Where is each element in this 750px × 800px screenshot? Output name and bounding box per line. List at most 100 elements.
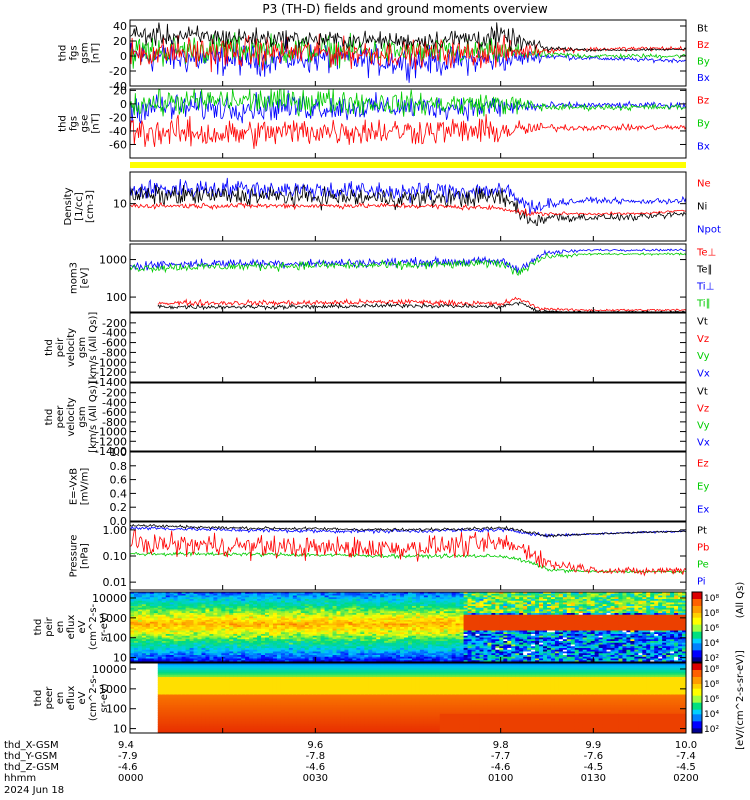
spectrogram-cell [237,658,242,661]
spectrogram-cell [141,641,147,644]
spectrogram-cell [543,644,548,647]
spectrogram-cell [582,607,588,610]
spectrogram-cell [443,630,449,633]
spectrogram-cell [276,656,282,659]
spectrogram-cell [288,651,294,654]
spectrogram-cell [149,634,155,637]
spectrogram-cell [523,660,528,663]
spectrogram-cell [245,627,250,630]
spectrogram-cell [443,625,449,628]
spectrogram-cell [360,621,365,624]
spectrogram-cell [547,606,552,609]
spectrogram-cell [443,621,449,624]
spectrogram-cell [328,602,334,605]
spectrogram-cell [467,656,473,659]
spectrogram-cell [523,648,528,651]
spectrogram-cell [535,658,540,661]
spectrogram-cell [189,641,195,644]
spectrogram-cell [455,646,461,649]
spectrogram-cell [423,627,429,630]
spectrogram-cell [495,646,500,649]
spectrogram-cell [352,614,357,617]
spectrogram-cell [479,607,484,610]
spectrogram-cell [507,656,512,659]
spectrogram-cell [388,649,393,652]
spectrogram-cell [590,614,596,617]
spectrogram-cell [237,597,242,600]
spectrogram-cell [165,627,171,630]
spectrogram-cell [177,597,183,600]
spectrogram-cell [312,649,318,652]
spectrogram-cell [554,648,560,651]
spectrogram-cell [574,660,580,663]
spectrogram-cell [479,595,484,598]
spectrogram-cell [245,597,250,600]
y-label-line: [mV/m] [80,468,91,506]
spectrogram-cell [276,611,282,614]
spectrogram-cell [411,642,417,645]
spectrogram-cell [455,637,461,640]
spectrogram-cell [507,620,512,623]
spectrogram-cell [348,609,353,612]
spectrogram-cell [594,653,600,656]
spectrogram-cell [372,653,377,656]
spectrogram-cell [340,623,345,626]
spectrogram-cell [523,597,528,600]
spectrogram-cell [392,637,397,640]
spectrogram-cell [249,627,254,630]
spectrogram-cell [372,658,377,661]
spectrogram-cell [368,621,373,624]
spectrogram-cell [435,635,441,638]
spectrogram-cell [411,639,417,642]
spectrogram-cell [352,593,357,596]
spectrogram-cell [578,625,584,628]
spectrogram-cell [280,618,286,621]
spectrogram-cell [519,597,524,600]
spectrogram-cell [543,634,548,637]
spectrogram-cell [356,656,361,659]
spectrogram-cell [249,646,254,649]
spectrogram-cell [499,660,504,663]
spectrogram-cell [209,639,214,642]
spectrogram-cell [364,595,369,598]
spectrogram-cell [312,642,318,645]
spectrogram-cell [237,600,242,603]
spectrogram-cell [463,614,469,617]
spectrogram-cell [249,611,254,614]
spectrogram-cell [249,613,254,616]
spectrogram-cell [411,627,417,630]
spectrogram-cell [404,611,409,614]
spectrogram-cell [404,613,409,616]
spectrogram-cell [578,606,584,609]
spectrogram-cell [312,635,318,638]
spectrogram-cell [269,606,274,609]
spectrogram-cell [265,630,270,633]
spectrogram-cell [562,611,568,614]
spectrogram-cell [356,604,361,607]
spectrogram-cell [566,613,572,616]
spectrogram-cell [141,611,147,614]
spectrogram-cell [507,609,512,612]
spectrogram-cell [519,618,524,621]
spectrogram-cell [427,620,433,623]
spectrogram-cell [527,644,532,647]
spectrogram-cell [320,616,326,619]
spectrogram-cell [284,651,290,654]
spectrogram-cell [523,595,528,598]
spectrogram-cell [392,639,397,642]
spectrogram-cell [296,646,302,649]
spectrogram-cell [372,600,377,603]
spectrogram-cell [539,621,544,624]
spectrogram-cell [515,660,520,663]
spectrogram-cell [177,653,183,656]
spectrogram-cell [578,620,584,623]
spectrogram-cell [145,635,151,638]
spectrogram-cell [586,592,592,595]
spectrogram-cell [519,646,524,649]
spectrogram-cell [594,614,600,617]
spectrogram-cell [221,599,226,602]
legend-entry: Vx [697,368,710,379]
spectrogram-cell [507,614,512,617]
spectrogram-cell [523,646,528,649]
spectrogram-cell [376,592,381,595]
